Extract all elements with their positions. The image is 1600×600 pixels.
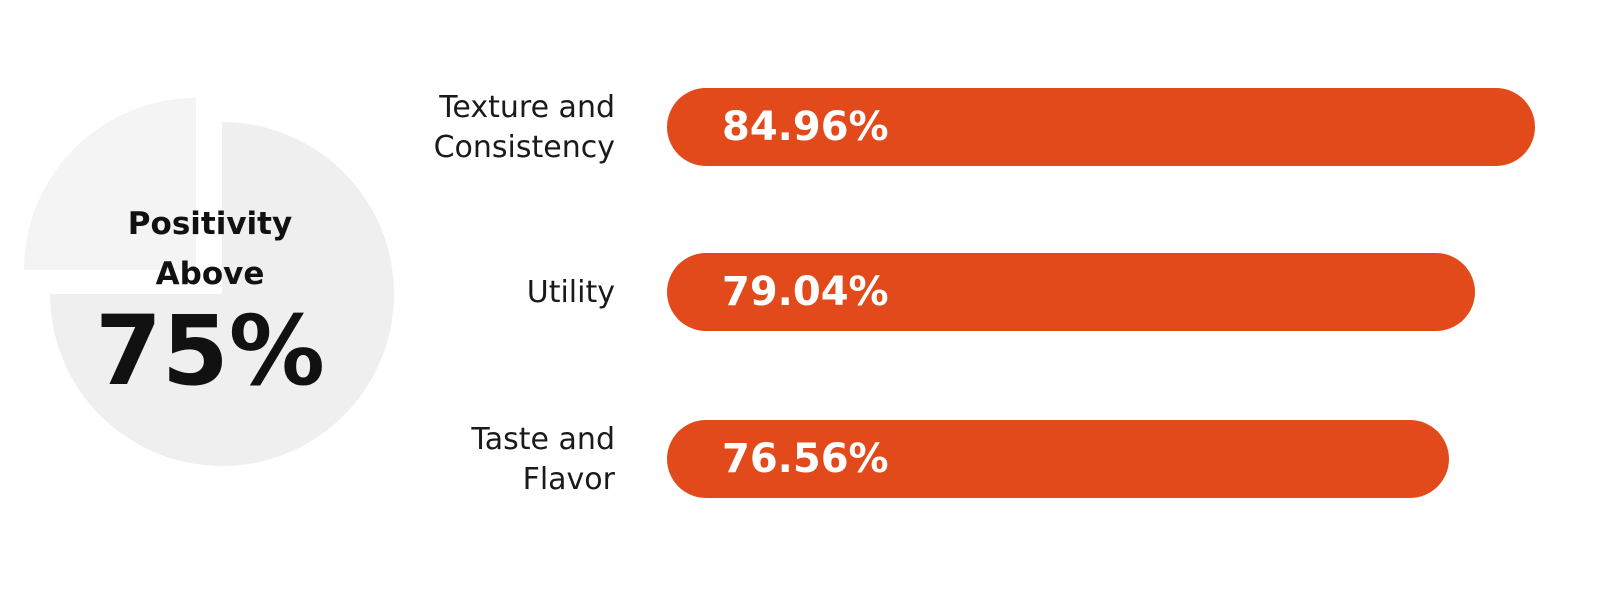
- category-label-text: Utility: [526, 275, 615, 310]
- pie-label-line2: Above: [155, 256, 265, 292]
- bar-row: Utility 79.04%: [0, 253, 1600, 333]
- bar: 76.56%: [667, 420, 1450, 498]
- pie-label-line1: Positivity: [127, 206, 293, 242]
- bar-value-label: 76.56%: [722, 436, 889, 482]
- category-label-text: Taste and Flavor: [471, 422, 615, 497]
- category-label: Texture and Consistency: [235, 88, 615, 168]
- category-label: Utility: [235, 253, 615, 333]
- bar-value-label: 79.04%: [722, 269, 889, 315]
- bar-row: Taste and Flavor 76.56%: [0, 420, 1600, 500]
- bar: 84.96%: [667, 88, 1536, 166]
- pie-headline-value: 75%: [95, 295, 325, 407]
- positivity-pie: [24, 98, 394, 466]
- bar-value-label: 84.96%: [722, 104, 889, 150]
- category-label-text: Texture and Consistency: [433, 90, 615, 165]
- category-label: Taste and Flavor: [235, 420, 615, 500]
- pie-slice-main: [50, 122, 394, 466]
- bar: 79.04%: [667, 253, 1475, 331]
- bar-row: Texture and Consistency 84.96%: [0, 88, 1600, 168]
- pie-slice-small: [24, 98, 196, 270]
